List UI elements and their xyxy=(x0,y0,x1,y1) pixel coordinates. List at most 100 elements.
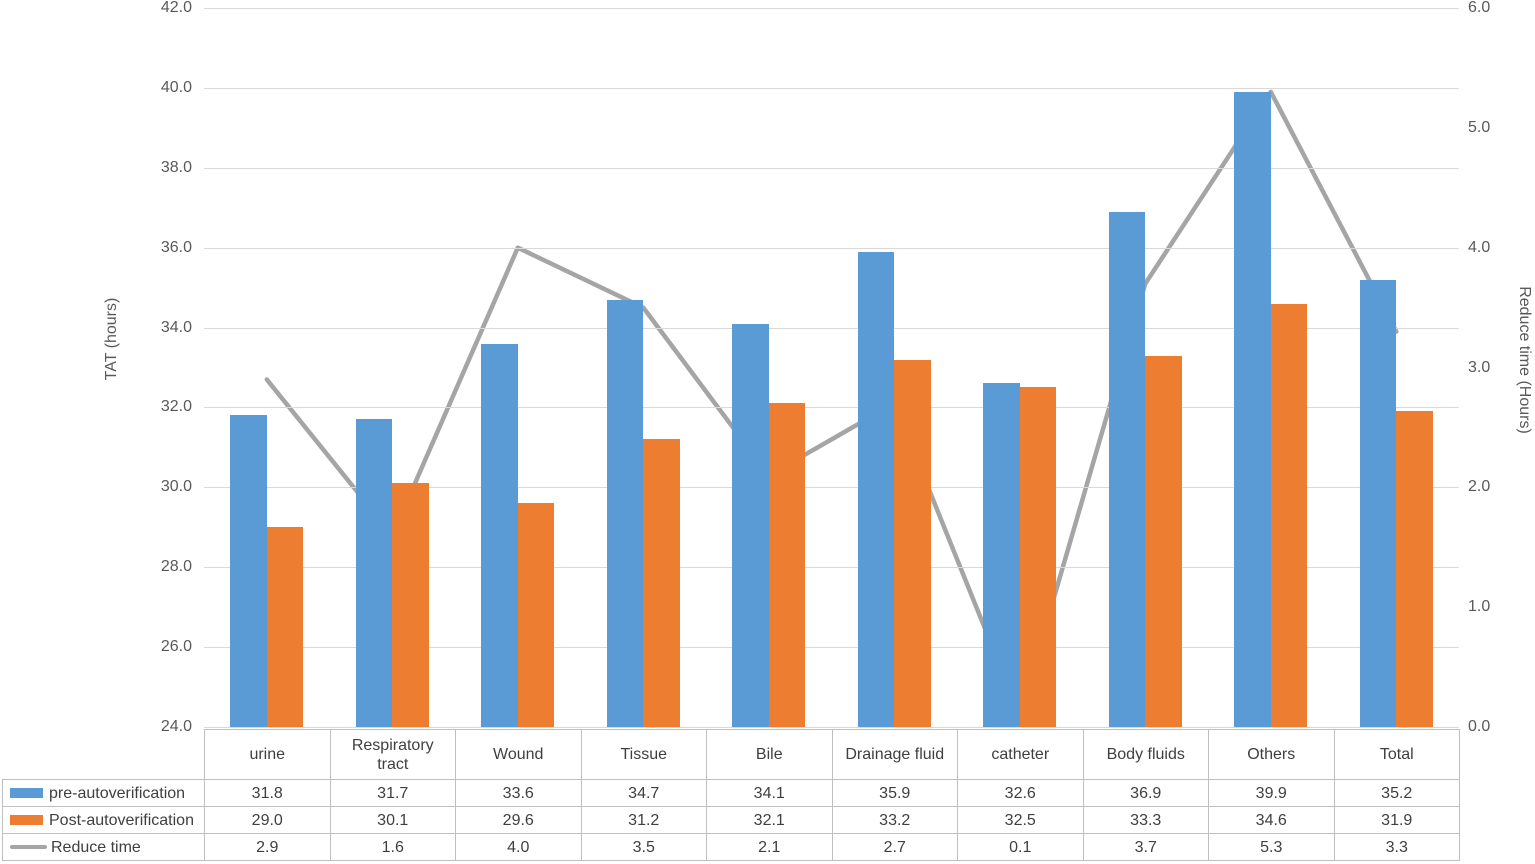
series-name-label: Post-autoverification xyxy=(49,811,194,829)
category-label: Total xyxy=(1379,746,1414,763)
left-axis-tick-label: 26.0 xyxy=(160,638,192,656)
category-label: Drainage fluid xyxy=(845,746,945,763)
bar-pre-autoverification xyxy=(1359,279,1397,727)
category-header-cell: catheter xyxy=(957,729,1084,780)
value-cell: 2.9 xyxy=(204,833,331,861)
category-header-cell: Bile xyxy=(706,729,833,780)
left-axis-tick-label: 24.0 xyxy=(160,718,192,735)
value-cell: 2.7 xyxy=(831,833,958,861)
right-axis-tick-label: 2.0 xyxy=(1468,478,1491,496)
bar-post-autoverification xyxy=(517,503,555,727)
left-axis-tick-label: 36.0 xyxy=(160,238,192,256)
value-cell: 3.7 xyxy=(1082,833,1209,861)
bar-pre-autoverification xyxy=(732,323,769,727)
gridline xyxy=(204,567,1459,569)
reduce-time-line xyxy=(264,89,1399,718)
bar-post-autoverification xyxy=(768,403,806,727)
bar-post-autoverification xyxy=(266,527,304,727)
gridline xyxy=(204,167,1459,169)
value-cell: 36.9 xyxy=(1082,779,1209,807)
gridline xyxy=(204,487,1459,489)
left-axis-title: TAT (hours) xyxy=(103,297,120,381)
value-cell: 35.2 xyxy=(1333,779,1460,807)
bar-swatch-pre-autoverification xyxy=(10,788,43,798)
left-axis-tick-label: 42.0 xyxy=(160,0,192,16)
value-cell: 32.1 xyxy=(706,806,833,834)
legend-cell: Reduce time xyxy=(2,833,205,861)
value-cell: 31.9 xyxy=(1333,806,1460,834)
value-cell: 39.9 xyxy=(1208,779,1335,807)
value-cell: 31.2 xyxy=(580,806,707,834)
value-cell: 3.5 xyxy=(580,833,707,861)
category-label: Wound xyxy=(493,746,544,763)
chart-data-table: urine Respiratory tract Wound Tissue Bile Dra… xyxy=(2,729,1460,861)
category-label: Tissue xyxy=(620,746,668,763)
bar-post-autoverification xyxy=(643,439,680,727)
bar-post-autoverification xyxy=(1019,387,1057,727)
value-cell: 5.3 xyxy=(1208,833,1335,861)
bar-pre-autoverification xyxy=(983,383,1020,727)
category-header-cell: Respiratory tract xyxy=(329,729,456,780)
bar-swatch-post-autoverification xyxy=(10,815,43,825)
bar-post-autoverification xyxy=(894,359,931,727)
left-axis-tick-label: 30.0 xyxy=(160,478,192,496)
bar-pre-autoverification xyxy=(1108,211,1146,727)
value-cell: 34.6 xyxy=(1208,806,1335,834)
value-cell: 34.1 xyxy=(706,779,833,807)
bar-post-autoverification xyxy=(1145,355,1182,727)
value-cell: 29.6 xyxy=(455,806,582,834)
category-label: Respiratory tract xyxy=(351,736,434,773)
value-cell: 31.8 xyxy=(204,779,331,807)
left-axis-tick-label: 34.0 xyxy=(160,318,192,336)
bar-pre-autoverification xyxy=(606,299,644,727)
category-label: urine xyxy=(249,746,286,763)
line-swatch-reduce-time xyxy=(10,845,47,849)
series-row: Post-autoverification 29.0 30.1 29.6 31.2 32.… xyxy=(2,806,1460,834)
bar-pre-autoverification xyxy=(355,419,393,727)
gridline xyxy=(204,8,1459,9)
category-header-cell: Body fluids xyxy=(1082,729,1209,780)
left-axis-tick-label: 38.0 xyxy=(160,158,192,176)
gridline xyxy=(204,327,1459,329)
category-label: Others xyxy=(1247,746,1296,763)
category-header-cell: Drainage fluid xyxy=(831,729,958,780)
series-row: pre-autoverification 31.8 31.7 33.6 34.7 34.1… xyxy=(2,779,1460,807)
bar-pre-autoverification xyxy=(857,251,895,727)
gridline xyxy=(204,407,1459,409)
value-cell: 32.6 xyxy=(957,779,1084,807)
value-cell: 3.3 xyxy=(1333,833,1460,861)
series-name-label: Reduce time xyxy=(51,838,141,856)
category-label: Bile xyxy=(755,746,783,763)
right-axis-tick-label: 5.0 xyxy=(1468,118,1491,136)
value-cell: 2.1 xyxy=(706,833,833,861)
category-header-row: urine Respiratory tract Wound Tissue Bile Dra… xyxy=(3,729,1460,780)
right-axis-tick-label: 4.0 xyxy=(1468,238,1491,256)
gridline xyxy=(204,647,1459,649)
value-cell: 0.1 xyxy=(957,833,1084,861)
legend-cell: Post-autoverification xyxy=(2,806,205,834)
category-header-cell: Total xyxy=(1333,729,1460,780)
bar-post-autoverification xyxy=(392,483,429,727)
bar-pre-autoverification xyxy=(1234,91,1271,727)
gridline xyxy=(204,87,1459,89)
series-name-label: pre-autoverification xyxy=(49,784,186,802)
value-cell: 32.5 xyxy=(957,806,1084,834)
table-corner-cell xyxy=(3,730,205,780)
left-axis-tick-label: 40.0 xyxy=(160,78,192,96)
category-header-cell: urine xyxy=(204,729,331,780)
bar-post-autoverification xyxy=(1270,303,1308,727)
value-cell: 35.9 xyxy=(831,779,958,807)
bar-pre-autoverification xyxy=(230,415,267,727)
category-header-cell: Wound xyxy=(455,729,582,780)
legend-cell: pre-autoverification xyxy=(2,779,205,807)
category-header-cell: Others xyxy=(1208,729,1335,780)
value-cell: 33.2 xyxy=(831,806,958,834)
gridline xyxy=(204,727,1459,728)
value-cell: 33.6 xyxy=(455,779,582,807)
value-cell: 33.3 xyxy=(1082,806,1209,834)
category-label: Body fluids xyxy=(1106,746,1185,763)
series-row: Reduce time 2.9 1.6 4.0 3.5 2.1 2.7 0.1 3.7 5.3 3.… xyxy=(2,833,1460,861)
left-axis-tick-label: 28.0 xyxy=(160,558,192,576)
category-header-cell: Tissue xyxy=(580,729,707,780)
